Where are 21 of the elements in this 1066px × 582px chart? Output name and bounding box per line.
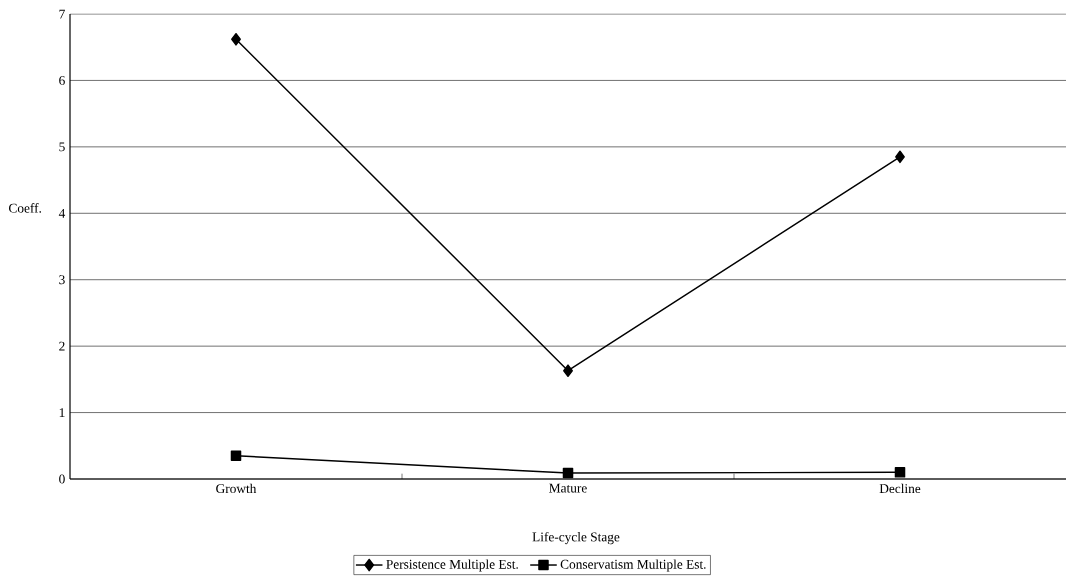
- x-axis-title: Life-cycle Stage: [532, 531, 620, 545]
- y-tick-label: 3: [59, 275, 65, 285]
- y-tick-label: 1: [59, 408, 65, 417]
- point: [894, 467, 906, 478]
- point: [895, 150, 905, 164]
- legend-label: Conservatism Multiple Est.: [560, 559, 706, 572]
- point: [230, 450, 242, 462]
- x-tick-label: Mature: [549, 483, 587, 493]
- point: [231, 32, 241, 46]
- y-tick-label: 4: [58, 208, 66, 218]
- y-tick-label: 5: [59, 142, 65, 152]
- y-axis-title: Coeff.: [9, 203, 42, 213]
- y-tick-label: 0: [59, 474, 65, 484]
- x-tick-label: Decline: [879, 483, 921, 494]
- legend-label: Persistence Multiple Est.: [386, 559, 518, 572]
- x-tick-label: Growth: [216, 483, 257, 494]
- y-tick-label: 6: [59, 75, 65, 85]
- y-tick-label: 2: [59, 341, 65, 351]
- y-tick-label: 7: [59, 9, 65, 19]
- point: [563, 364, 573, 378]
- point: [562, 467, 574, 479]
